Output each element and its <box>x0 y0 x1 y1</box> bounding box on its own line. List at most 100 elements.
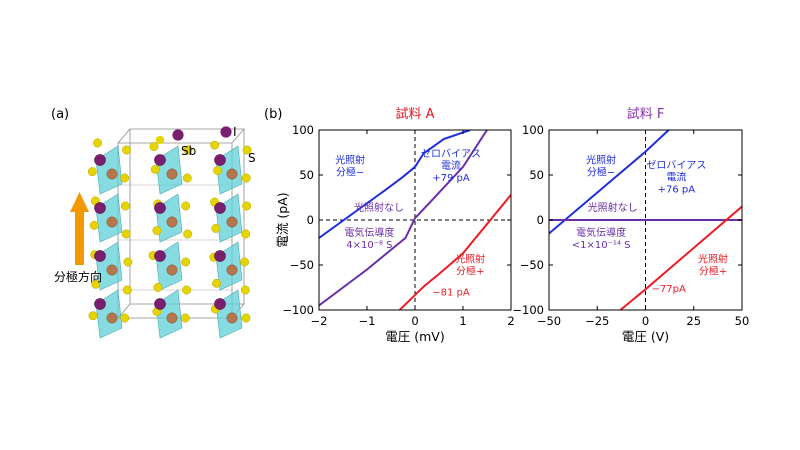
s-atom <box>122 145 131 155</box>
y-tick-label: 0 <box>307 213 314 227</box>
x-tick-label: 0 <box>642 314 649 328</box>
annotation: ゼロバイアス電流+79 pA <box>421 148 481 184</box>
annotation-line: ゼロバイアス <box>421 148 481 160</box>
sb-atom <box>226 264 238 276</box>
panel-a-label: (a) <box>51 107 69 122</box>
series-line-2 <box>619 205 742 310</box>
polarization-arrow-shaft <box>75 210 84 265</box>
sb-atom <box>106 264 118 276</box>
atom-label-s: S <box>248 151 256 165</box>
x-tick-label: 0 <box>411 314 418 328</box>
s-atom <box>123 257 133 267</box>
s-atom <box>153 282 163 292</box>
x-axis-label: 電圧 (V) <box>622 329 669 344</box>
polarization-arrow-head <box>70 192 89 212</box>
annotation-line: 光照射 <box>586 153 616 166</box>
annotation-line: −77pA <box>652 284 686 295</box>
annotation-line: 電気伝導度 <box>576 226 626 239</box>
annotation: 光照射分極− <box>335 153 365 178</box>
y-tick-label: −50 <box>520 258 544 272</box>
annotation-line: −81 pA <box>432 288 470 299</box>
s-atom <box>242 201 252 211</box>
sb-atom <box>226 216 238 228</box>
annotation: 光照射分極− <box>586 153 616 178</box>
annotation: ゼロバイアス電流+76 pA <box>646 160 706 196</box>
s-atom <box>182 173 192 183</box>
s-atom <box>150 164 160 174</box>
chart-title: 試料 A <box>395 106 434 122</box>
x-tick-label: −2 <box>311 314 328 328</box>
y-tick-label: 50 <box>299 168 314 182</box>
s-atom <box>210 140 220 150</box>
polarization-arrow <box>70 192 89 265</box>
s-atom <box>121 229 131 239</box>
s-atom <box>240 257 249 267</box>
x-axis-label: 電圧 (mV) <box>385 329 444 344</box>
x-tick-label: −1 <box>359 314 376 328</box>
y-tick-label: 50 <box>529 168 544 182</box>
chart-title: 試料 F <box>627 106 665 122</box>
sb-atom <box>226 168 238 180</box>
annotation: 光照射分極+ <box>455 252 485 277</box>
annotation: 光照射分極+ <box>698 252 728 277</box>
y-tick-label: −50 <box>290 258 314 272</box>
s-atom <box>213 166 223 176</box>
atom-label-sb: Sb <box>181 144 196 158</box>
s-atom <box>149 142 159 152</box>
series-line-1 <box>319 130 488 307</box>
y-tick-label: 100 <box>522 123 544 137</box>
i-atom <box>214 202 226 214</box>
sb-atom <box>166 216 178 228</box>
annotation-line: 光照射 <box>698 252 728 265</box>
sb-atom <box>106 216 118 228</box>
y-tick-label: −100 <box>282 303 314 317</box>
x-tick-label: 50 <box>735 314 750 328</box>
annotation: −77pA <box>652 284 686 295</box>
s-atom <box>88 311 98 321</box>
annotation-line: 光照射 <box>335 153 365 166</box>
annotation-line: ゼロバイアス <box>646 160 706 172</box>
sb-atom <box>106 168 118 180</box>
crystal-structure-drawing <box>87 126 252 339</box>
y-axis-label: 電流 (pA) <box>275 192 290 247</box>
annotation-line: 電流 <box>666 171 686 184</box>
s-atom <box>122 285 132 295</box>
s-atom <box>87 167 97 177</box>
i-atom <box>214 154 226 166</box>
x-tick-label: −50 <box>537 314 561 328</box>
s-atom <box>181 257 191 267</box>
sb-atom <box>166 264 178 276</box>
i-atom <box>94 298 106 310</box>
annotation-line: 光照射 <box>455 252 485 265</box>
annotation: −81 pA <box>432 288 470 299</box>
i-atom <box>220 126 232 138</box>
i-atom <box>94 154 106 166</box>
i-atom <box>94 202 106 214</box>
sb-atom <box>166 168 178 180</box>
s-atom <box>183 229 193 239</box>
sb-atom <box>106 312 118 324</box>
panel-b-label: (b) <box>264 107 282 122</box>
s-atom <box>91 279 101 289</box>
s-atom <box>242 145 252 155</box>
annotation-line: 光照射なし <box>588 201 638 214</box>
y-tick-label: −100 <box>512 303 544 317</box>
s-atom <box>89 220 99 230</box>
s-atom <box>181 201 191 211</box>
x-tick-label: 25 <box>686 314 701 328</box>
s-atom <box>120 201 130 211</box>
i-atom <box>154 250 166 262</box>
annotation-line: 電流 <box>441 159 461 172</box>
i-atom <box>94 250 106 262</box>
sb-atom <box>166 312 178 324</box>
annotation: 電気伝導度 4×10⁻⁸ S <box>344 226 394 251</box>
s-atom <box>241 229 251 239</box>
annotation-line: +79 pA <box>432 173 470 184</box>
s-atom <box>155 135 165 145</box>
annotation-line: +76 pA <box>658 185 696 196</box>
s-atom <box>212 278 222 288</box>
series-line-0 <box>549 130 670 235</box>
panel-a-crystal-structure: (a) Sb I S 分極方向 <box>51 107 256 339</box>
